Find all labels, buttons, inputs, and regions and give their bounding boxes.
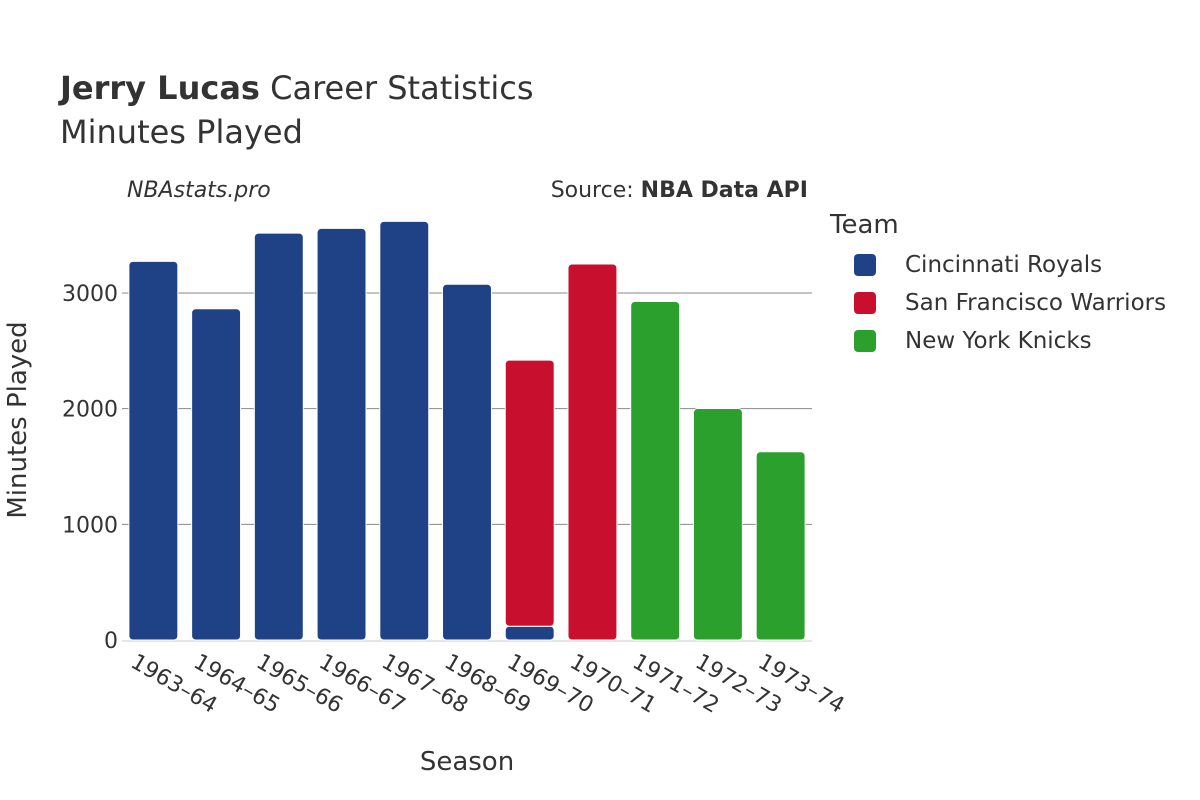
y-tick-label: 0 xyxy=(104,629,118,654)
legend-item-cincinnati-royals[interactable]: Cincinnati Royals xyxy=(854,246,1166,284)
bar-new-york-knicks[interactable] xyxy=(630,301,681,641)
legend-label: Cincinnati Royals xyxy=(905,252,1103,278)
bar-new-york-knicks[interactable] xyxy=(755,451,806,641)
watermark: NBAstats.pro xyxy=(127,178,271,203)
legend: Team Cincinnati Royals San Francisco War… xyxy=(830,210,1166,360)
legend-swatch xyxy=(854,254,876,276)
bar-cincinnati-royals[interactable] xyxy=(316,227,367,641)
y-tick-label: 1000 xyxy=(62,513,118,538)
legend-title: Team xyxy=(830,210,899,240)
y-tick-label: 3000 xyxy=(62,282,118,307)
y-axis-ticks: 0 1000 2000 3000 xyxy=(62,282,118,654)
legend-item-new-york-knicks[interactable]: New York Knicks xyxy=(854,322,1166,360)
bar-cincinnati-royals[interactable] xyxy=(379,220,430,641)
bar-cincinnati-royals[interactable] xyxy=(504,625,555,641)
bar-cincinnati-royals[interactable] xyxy=(442,283,492,641)
legend-label: New York Knicks xyxy=(905,328,1092,354)
bar-cincinnati-royals[interactable] xyxy=(191,308,242,641)
chart-subtitle: Minutes Played xyxy=(60,113,303,151)
legend-item-san-francisco-warriors[interactable]: San Francisco Warriors xyxy=(854,284,1166,322)
legend-label: San Francisco Warriors xyxy=(905,290,1167,316)
bars xyxy=(128,220,806,641)
y-axis-title: Minutes Played xyxy=(3,321,33,518)
bar-san-francisco-warriors[interactable] xyxy=(504,359,555,627)
source-credit: Source: NBA Data API xyxy=(551,178,808,203)
source-name: NBA Data API xyxy=(640,178,808,203)
source-prefix: Source: xyxy=(550,178,641,203)
bar-cincinnati-royals[interactable] xyxy=(128,260,179,641)
bar-cincinnati-royals[interactable] xyxy=(253,232,304,641)
chart-title: Jerry Lucas Career Statistics Minutes Pl… xyxy=(60,66,534,154)
y-tick-label: 2000 xyxy=(62,398,118,423)
player-name: Jerry Lucas xyxy=(60,69,260,107)
x-axis-title: Season xyxy=(420,747,514,777)
title-rest: Career Statistics xyxy=(259,69,534,107)
bar-new-york-knicks[interactable] xyxy=(692,408,743,641)
legend-swatch xyxy=(854,330,876,352)
bar-san-francisco-warriors[interactable] xyxy=(567,263,618,641)
legend-swatch xyxy=(854,292,876,314)
x-axis-ticks: 1963–641964–651965–661966–671967–681968–… xyxy=(126,650,848,719)
